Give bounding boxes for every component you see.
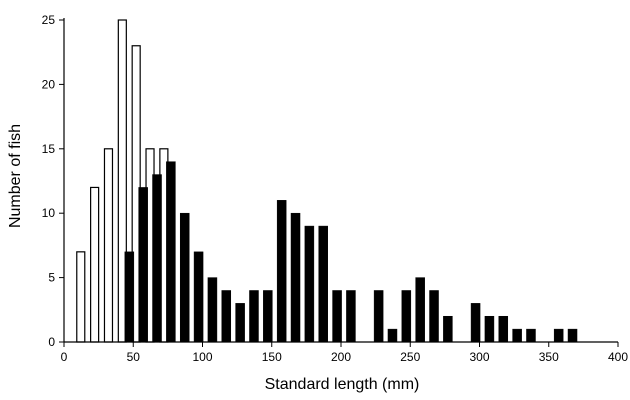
filled-bar bbox=[387, 328, 398, 343]
filled-bar bbox=[443, 315, 453, 343]
x-tick-label: 100 bbox=[192, 350, 212, 364]
filled-bar bbox=[290, 212, 301, 343]
filled-bar bbox=[138, 187, 148, 343]
x-tick-label: 350 bbox=[539, 350, 559, 364]
filled-bar bbox=[166, 161, 176, 343]
filled-bar bbox=[498, 315, 509, 343]
filled-bar bbox=[249, 290, 259, 343]
x-tick-label: 300 bbox=[469, 350, 489, 364]
y-axis-title: Number of fish bbox=[7, 124, 24, 228]
tick-labels: 0 50 100 150 200 250 300 350 400 0 5 10 15 20 25 bbox=[42, 13, 629, 364]
filled-bar bbox=[346, 290, 356, 343]
filled-bar bbox=[429, 290, 439, 343]
y-tick-label: 20 bbox=[42, 77, 56, 91]
filled-bar bbox=[276, 200, 287, 343]
open-bar bbox=[103, 148, 114, 343]
filled-bar bbox=[207, 277, 218, 343]
filled-bar bbox=[221, 290, 232, 343]
filled-bar bbox=[567, 328, 578, 343]
filled-bar bbox=[332, 290, 342, 343]
open-bars bbox=[76, 19, 169, 343]
x-tick-label: 150 bbox=[262, 350, 282, 364]
open-bar bbox=[90, 186, 100, 343]
filled-bar bbox=[263, 290, 273, 343]
filled-bar bbox=[179, 212, 190, 343]
x-axis-title: Standard length (mm) bbox=[265, 376, 420, 393]
x-tick-label: 250 bbox=[400, 350, 420, 364]
filled-bar bbox=[124, 251, 135, 343]
x-tick-label: 0 bbox=[61, 350, 68, 364]
filled-bar bbox=[152, 174, 162, 343]
filled-bar bbox=[401, 290, 412, 343]
filled-bar bbox=[373, 290, 384, 343]
x-tick-label: 400 bbox=[608, 350, 628, 364]
y-tick-label: 5 bbox=[48, 271, 55, 285]
y-tick-label: 15 bbox=[42, 142, 56, 156]
filled-bar bbox=[415, 277, 425, 343]
x-tick-label: 50 bbox=[127, 350, 141, 364]
filled-bars bbox=[124, 161, 578, 343]
x-tick-label: 200 bbox=[331, 350, 351, 364]
filled-bar bbox=[470, 303, 481, 343]
filled-bar bbox=[193, 251, 204, 343]
filled-bar bbox=[235, 303, 245, 343]
y-tick-label: 10 bbox=[42, 206, 56, 220]
filled-bar bbox=[512, 328, 522, 343]
filled-bar bbox=[318, 225, 328, 343]
axes bbox=[59, 18, 619, 347]
filled-bar bbox=[526, 328, 536, 343]
filled-bar bbox=[553, 328, 564, 343]
y-tick-label: 0 bbox=[48, 335, 55, 349]
open-bar bbox=[76, 251, 86, 343]
filled-bar bbox=[304, 225, 315, 343]
filled-bar bbox=[484, 315, 495, 343]
y-tick-label: 25 bbox=[42, 13, 56, 27]
